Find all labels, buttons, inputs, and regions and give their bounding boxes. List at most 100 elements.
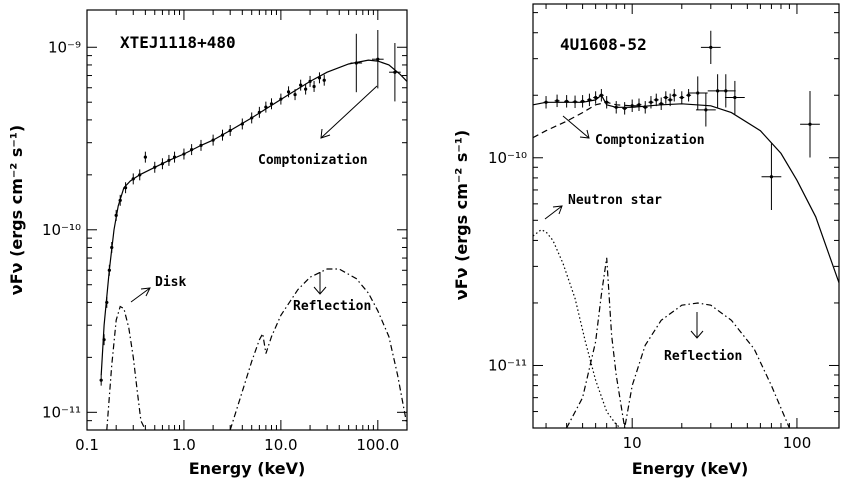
left-data-point [257, 106, 261, 118]
left-data-point [304, 83, 308, 95]
left-data-point [167, 154, 171, 166]
left-annotation-reflection: Reflection [293, 299, 371, 314]
right-data-point [800, 91, 820, 158]
right-data-point [715, 74, 736, 108]
right-data-point [564, 95, 570, 108]
left-data-point [293, 89, 297, 101]
right-arrow-comptonization [562, 115, 590, 139]
right-data-point [604, 96, 610, 109]
right-data-point [724, 80, 745, 115]
right-xtick-label: 100 [783, 434, 812, 452]
left-panel-title: XTEJ1118+480 [120, 33, 236, 52]
right-data-point [636, 98, 642, 111]
right-data-point [572, 95, 578, 109]
left-data-point [107, 264, 111, 276]
left-data-point [372, 30, 384, 89]
right-annotation-neutron-star: Neutron star [568, 193, 662, 208]
left-data-point [240, 118, 244, 130]
left-series-comptonization [100, 59, 408, 376]
right-ytick-label: 10⁻¹¹ [488, 356, 527, 374]
right-axis-ticks: 10 100 10⁻¹¹ 10⁻¹⁰ [488, 4, 839, 452]
right-data-point [686, 89, 692, 102]
left-data-point [269, 98, 274, 110]
left-ylabel: νFν (ergs cm⁻² s⁻¹) [7, 125, 26, 295]
right-data-point [580, 95, 586, 108]
left-data-point [138, 169, 142, 181]
left-data-point [322, 74, 326, 86]
right-data-point [671, 89, 677, 102]
left-xtick-label: 100.0 [356, 436, 399, 454]
left-data-point [110, 241, 114, 253]
right-data-point [622, 102, 628, 115]
left-ytick-label: 10⁻¹¹ [42, 403, 81, 421]
left-annotation-disk: Disk [155, 275, 186, 290]
left-data-point [299, 79, 303, 91]
left-data-point [190, 144, 194, 156]
left-data-point [114, 209, 118, 221]
left-ytick-label: 10⁻¹⁰ [42, 221, 81, 239]
right-data-point [663, 91, 669, 104]
left-data-point [105, 296, 109, 308]
right-series-layer [532, 94, 840, 429]
right-arrow-neutron-star [544, 205, 563, 220]
left-data-point [153, 161, 157, 173]
right-data-point [613, 101, 619, 114]
left-data-point [389, 43, 401, 102]
right-series-reflection [566, 257, 790, 429]
left-data-point [160, 158, 165, 170]
left-xtick-label: 0.1 [75, 436, 99, 454]
left-xlabel: Energy (keV) [189, 459, 306, 478]
right-series-comptonization [532, 101, 646, 139]
left-xtick-label: 1.0 [172, 436, 196, 454]
left-series-layer [100, 59, 408, 431]
right-annotation-reflection: Reflection [664, 349, 742, 364]
right-panel-title: 4U1608-52 [560, 35, 647, 54]
right-data-point [586, 93, 592, 107]
right-series-total [532, 94, 840, 283]
left-plot-frame [86, 9, 408, 431]
right-data-points [543, 30, 820, 211]
right-data-point [700, 30, 721, 65]
left-data-point [131, 173, 135, 185]
right-data-point [554, 94, 560, 108]
left-data-point [102, 334, 106, 346]
right-annotation-comptonization: Comptonization [595, 133, 705, 148]
right-data-point [695, 93, 716, 127]
right-data-point [543, 96, 549, 109]
left-data-point [308, 75, 312, 87]
left-xtick-label: 10.0 [264, 436, 297, 454]
right-series-neutron-star [532, 229, 621, 429]
left-data-point [182, 148, 186, 160]
right-data-point [629, 99, 635, 112]
left-data-point [172, 151, 177, 163]
right-data-point [642, 101, 648, 114]
left-data-point [286, 86, 291, 98]
left-data-point [264, 101, 268, 113]
right-xtick-label: 10 [623, 434, 642, 452]
right-data-point [761, 143, 782, 211]
right-ytick-label: 10⁻¹⁰ [488, 149, 527, 167]
right-plot-frame [532, 3, 840, 429]
right-data-point [653, 93, 659, 107]
left-data-point [123, 182, 128, 194]
left-data-point [317, 72, 322, 84]
left-data-point [143, 151, 147, 163]
right-data-point [658, 97, 664, 110]
right-arrow-reflection [690, 312, 704, 339]
left-data-point [118, 194, 122, 206]
right-data-point [593, 91, 599, 104]
left-series-reflection [229, 268, 408, 431]
left-series-disk [106, 305, 146, 431]
right-xlabel: Energy (keV) [632, 459, 749, 478]
right-panel: νFν (ergs cm⁻² s⁻¹) 10 100 10⁻¹¹ 10⁻¹⁰ 4U16… [452, 3, 840, 478]
left-data-point [211, 134, 215, 146]
right-data-point [679, 91, 685, 104]
left-data-point [199, 139, 203, 151]
left-panel: νFν (ergs cm⁻² s⁻¹) 0.1 1.0 10.0 100.0 10⁻¹¹… [7, 9, 408, 478]
left-data-point [350, 33, 363, 93]
right-ylabel: νFν (ergs cm⁻² s⁻¹) [452, 130, 471, 300]
left-annotation-comptonization: Comptonization [258, 153, 368, 168]
right-data-point [687, 76, 708, 110]
left-arrow-reflection [313, 272, 327, 295]
